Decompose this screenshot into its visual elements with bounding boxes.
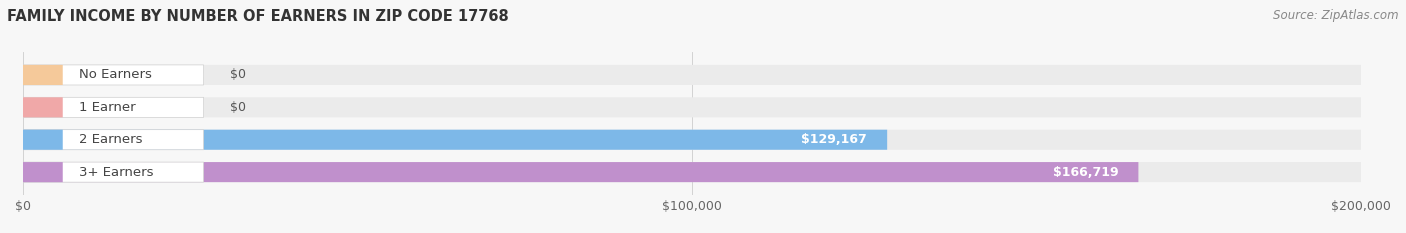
Text: $0: $0: [231, 69, 246, 82]
FancyBboxPatch shape: [22, 162, 1139, 182]
Text: Source: ZipAtlas.com: Source: ZipAtlas.com: [1274, 9, 1399, 22]
FancyBboxPatch shape: [22, 162, 1361, 182]
FancyBboxPatch shape: [22, 97, 63, 117]
Text: 1 Earner: 1 Earner: [80, 101, 136, 114]
Text: FAMILY INCOME BY NUMBER OF EARNERS IN ZIP CODE 17768: FAMILY INCOME BY NUMBER OF EARNERS IN ZI…: [7, 9, 509, 24]
FancyBboxPatch shape: [22, 162, 204, 182]
FancyBboxPatch shape: [22, 97, 1361, 117]
FancyBboxPatch shape: [22, 97, 204, 117]
FancyBboxPatch shape: [22, 65, 63, 85]
FancyBboxPatch shape: [22, 130, 887, 150]
Text: $0: $0: [231, 101, 246, 114]
Text: $129,167: $129,167: [801, 133, 868, 146]
Text: 3+ Earners: 3+ Earners: [80, 166, 155, 179]
Text: No Earners: No Earners: [80, 69, 152, 82]
FancyBboxPatch shape: [22, 130, 204, 150]
Text: $166,719: $166,719: [1053, 166, 1118, 179]
FancyBboxPatch shape: [22, 65, 204, 85]
FancyBboxPatch shape: [22, 130, 1361, 150]
FancyBboxPatch shape: [22, 162, 63, 182]
FancyBboxPatch shape: [22, 65, 1361, 85]
Text: 2 Earners: 2 Earners: [80, 133, 143, 146]
FancyBboxPatch shape: [22, 130, 63, 150]
